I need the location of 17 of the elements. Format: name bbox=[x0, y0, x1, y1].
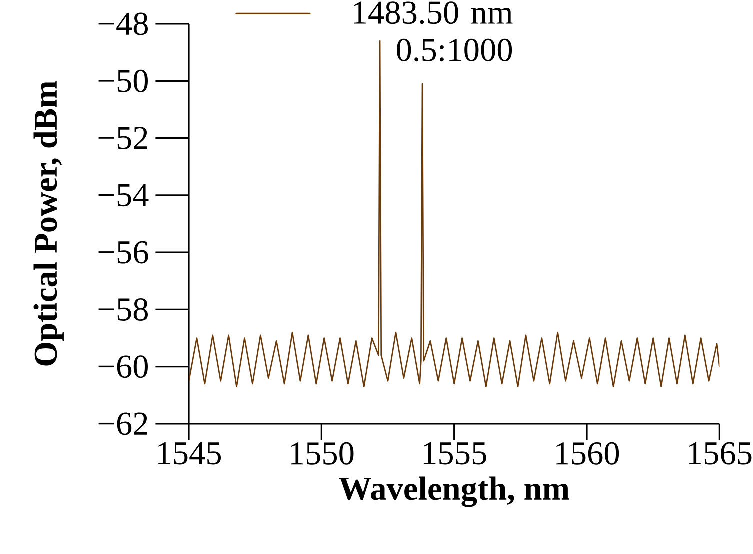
legend-label: 1483.50 nm 0.5:1000 bbox=[354, 2, 513, 62]
y-tick-label: −56 bbox=[98, 241, 148, 264]
y-tick-label: −60 bbox=[98, 356, 148, 378]
x-tick-label: 1555 bbox=[424, 442, 486, 465]
y-tick-label: −48 bbox=[98, 12, 148, 36]
y-axis-title: Optical Power, dBm bbox=[34, 81, 64, 366]
y-tick-label: −58 bbox=[98, 298, 148, 321]
x-tick-label: 1560 bbox=[556, 442, 620, 465]
line-series bbox=[189, 40, 720, 388]
x-axis-title: Wavelength, nm bbox=[339, 476, 570, 508]
y-tick-label: −52 bbox=[98, 127, 148, 150]
x-tick-label: 1550 bbox=[291, 442, 354, 465]
y-tick-label: −54 bbox=[98, 184, 149, 207]
x-tick-label: 1545 bbox=[158, 442, 222, 465]
y-tick-label: −62 bbox=[98, 412, 148, 436]
y-tick-label: −50 bbox=[98, 70, 148, 92]
x-tick-label: 1565 bbox=[689, 442, 752, 465]
